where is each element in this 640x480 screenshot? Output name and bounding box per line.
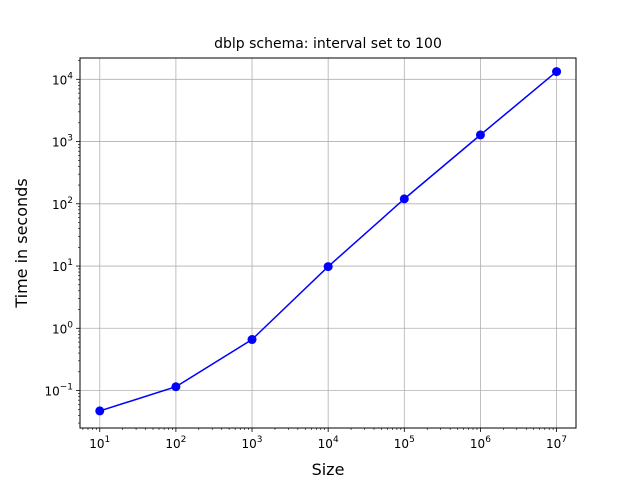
x-tick-label-base: 10: [394, 437, 409, 451]
x-tick-label: 104: [318, 435, 339, 451]
y-axis-title: Time in seconds: [12, 178, 31, 308]
x-axis-title: Size: [312, 460, 345, 479]
x-tick-label-exponent: 4: [333, 435, 339, 445]
x-tick-label-base: 10: [242, 437, 257, 451]
x-tick-label: 101: [89, 435, 110, 451]
y-tick-label: 10−1: [44, 383, 73, 399]
y-tick-label-exponent: 0: [67, 320, 73, 330]
data-point: [323, 262, 333, 272]
x-tick-label-exponent: 3: [257, 435, 263, 445]
major-ticks: [76, 78, 557, 432]
x-tick-label-exponent: 7: [561, 435, 567, 445]
x-tick-label-base: 10: [470, 437, 485, 451]
x-tick-label-exponent: 6: [485, 435, 491, 445]
x-tick-label: 107: [546, 435, 567, 451]
y-tick-label-exponent: 1: [67, 258, 73, 268]
y-tick-label-exponent: 4: [67, 71, 73, 81]
y-tick-label: 103: [52, 134, 73, 150]
x-tick-label-exponent: 5: [409, 435, 415, 445]
y-tick-label-exponent: 2: [67, 196, 73, 206]
chart-title: dblp schema: interval set to 100: [214, 36, 442, 52]
x-tick-label: 106: [470, 435, 491, 451]
x-tick-label-base: 10: [89, 437, 104, 451]
y-tick-label-base: 10: [44, 385, 59, 399]
y-tick-label-base: 10: [52, 260, 67, 274]
x-tick-label-base: 10: [318, 437, 333, 451]
y-tick-label-exponent: −1: [60, 383, 73, 393]
x-tick-label-exponent: 2: [181, 435, 187, 445]
y-tick-label-base: 10: [52, 73, 67, 87]
data-point: [552, 67, 562, 77]
y-tick-label-base: 10: [52, 198, 67, 212]
y-tick-label: 104: [52, 71, 73, 87]
grid: [80, 58, 576, 428]
x-tick-label: 105: [394, 435, 415, 451]
x-tick-labels: 101 102 103 104 105 106 107: [89, 435, 567, 451]
data-point: [95, 406, 105, 416]
data-point: [247, 335, 257, 345]
x-tick-label: 102: [165, 435, 186, 451]
data-point: [171, 382, 181, 392]
x-tick-label-exponent: 1: [105, 435, 111, 445]
y-tick-label-exponent: 3: [67, 134, 73, 144]
y-tick-label: 100: [52, 320, 73, 336]
plot-frame: [79, 57, 577, 429]
x-tick-label: 103: [242, 435, 263, 451]
y-tick-label: 101: [52, 258, 73, 274]
y-tick-label-base: 10: [52, 136, 67, 150]
series: [95, 67, 562, 416]
data-point: [475, 130, 485, 140]
y-tick-label-base: 10: [52, 322, 67, 336]
y-tick-label: 102: [52, 196, 73, 212]
x-tick-label-base: 10: [165, 437, 180, 451]
x-tick-label-base: 10: [546, 437, 561, 451]
data-point: [399, 194, 409, 204]
